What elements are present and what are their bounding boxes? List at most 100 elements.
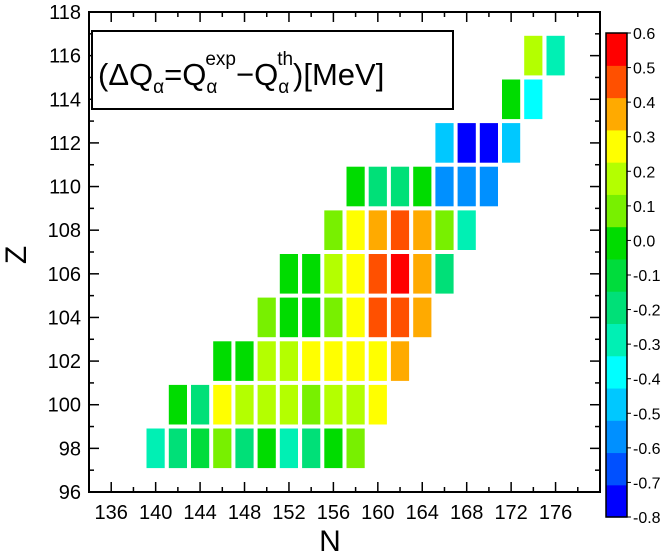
heatmap-cell [324,384,343,425]
heatmap-cell [457,210,476,250]
heatmap-cell [168,428,187,469]
heatmap-cell [346,384,365,425]
heatmap-cell [390,210,410,250]
heatmap-cell [257,341,276,381]
colorbar-tick-label: -0.7 [633,475,661,492]
annotation-alpha-1: α [153,77,164,98]
heatmap-cell [413,166,432,207]
x-tick-label: 136 [95,502,128,524]
heatmap-cell [235,428,254,469]
heatmap-cell [368,254,387,294]
annotation-exp: exp [205,49,236,70]
y-tick-label: 114 [49,89,81,111]
x-tick-label: 176 [539,502,572,524]
colorbar-swatch [606,162,627,195]
heatmap-cell [346,341,365,381]
annotation-box [91,30,454,110]
heatmap-cell [435,254,454,294]
heatmap-cell [390,297,410,338]
heatmap-cell [502,79,521,120]
heatmap-cell [302,341,321,381]
x-tick-label: 172 [494,502,527,524]
colorbar-tick-label: -0.5 [633,406,661,423]
colorbar-swatch [606,484,627,518]
colorbar-swatch [606,129,627,163]
colorbar-tick-label: -0.4 [633,372,661,389]
heatmap-cell [368,297,387,338]
heatmap-cell [235,341,254,381]
heatmap-cell [368,166,387,207]
colorbar-labels: 0.6 0.5 0.4 0.3 0.2 0.1 0.0 -0.1 -0.2 -0.3 -0.4 -0.… [627,26,661,527]
heatmap-cell [346,166,365,207]
colorbar-swatch [606,97,627,131]
x-axis-title: N [319,525,341,554]
heatmap-cell [213,428,232,469]
heatmap-cell [302,384,321,425]
annotation-minus: −Q [236,57,278,92]
x-tick-label: 140 [139,502,172,524]
formula-annotation: (ΔQα=Qαexp−Qαth)[MeV] [91,30,454,110]
heatmap-cell [191,384,210,425]
heatmap-cell [279,341,298,381]
heatmap-cell [346,254,365,294]
heatmap-cell [479,166,498,207]
annotation-open: ( [98,57,109,92]
heatmap-cell [279,297,298,338]
heatmap-cell [302,428,321,469]
y-tick-label: 104 [48,307,81,329]
heatmap-cell [324,210,343,250]
heatmap-cell [368,384,387,425]
heatmap-cell [457,123,476,163]
heatmap-cell [524,35,543,76]
heatmap-cell [146,428,165,469]
heatmap-cell [368,341,387,381]
colorbar-tick-label: 0.1 [633,199,655,216]
y-tick-label: 106 [48,264,81,286]
heatmap-cell [324,341,343,381]
colorbar-tick-label: -0.2 [633,303,661,320]
heatmap-cell [435,210,454,250]
heatmap-cell [213,341,232,381]
heatmap-cell [390,166,410,207]
y-tick-label: 110 [49,177,81,199]
heatmap-cell [479,123,498,163]
heatmap-cell [435,123,454,163]
heatmap-cell [257,297,276,338]
heatmap-cell [191,428,210,469]
y-tick-label: 116 [49,46,81,68]
heatmap-cell [368,210,387,250]
heatmap-cell [324,254,343,294]
y-tick-label: 112 [49,133,81,155]
x-tick-labels: 136 140 144 148 152 156 160 164 168 172 176 [95,502,573,524]
heatmap-cell [346,297,365,338]
heatmap-cell [502,123,521,163]
annotation-alpha-2: α [206,77,217,98]
heatmap-cell [546,35,565,76]
y-tick-label: 102 [48,351,81,373]
colorbar-tick-label: -0.8 [633,510,661,527]
x-tick-label: 160 [361,502,394,524]
colorbar-swatch [606,387,627,421]
y-tick-label: 108 [48,220,81,242]
colorbar-tick-label: 0.0 [633,233,655,250]
heatmap-cell [235,384,254,425]
y-axis-title: Z [0,246,33,264]
heatmap-cell [279,384,298,425]
colorbar-tick-label: 0.5 [633,61,655,78]
y-tick-label: 96 [59,482,81,504]
annotation-eq: =Q [164,57,206,92]
x-tick-label: 168 [450,502,483,524]
x-tick-label: 152 [272,502,305,524]
heatmap-cell [524,79,543,120]
colorbar-swatch [606,420,627,454]
colorbar-tick-label: -0.6 [633,441,661,458]
colorbar [605,32,628,518]
heatmap-cell [390,254,410,294]
colorbar-swatch [606,452,627,486]
y-tick-label: 100 [48,395,81,417]
colorbar-tick-label: 0.3 [633,130,655,147]
heatmap-cell [279,254,298,294]
heatmap-cell [390,341,410,381]
colorbar-tick-label: 0.4 [633,95,655,112]
